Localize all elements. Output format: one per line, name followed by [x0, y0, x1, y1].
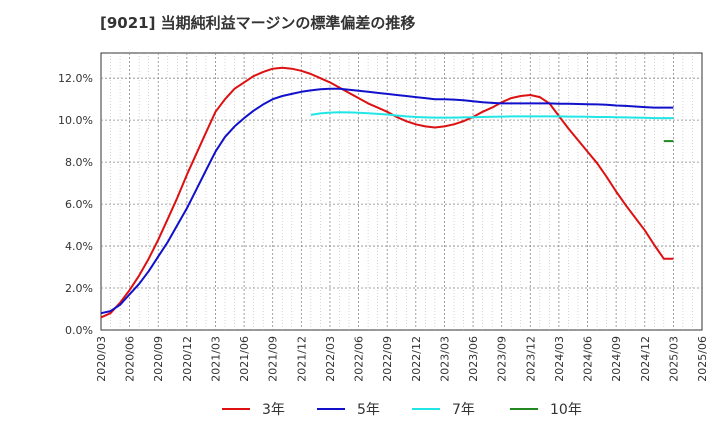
x-tick-label: 2025/03 [667, 336, 680, 382]
x-tick-label: 2020/12 [181, 336, 194, 382]
y-tick-label: 10.0% [58, 114, 93, 127]
x-tick-label: 2022/09 [381, 336, 394, 382]
x-tick-label: 2024/06 [582, 336, 595, 382]
x-tick-label: 2025/06 [696, 336, 709, 382]
y-tick-label: 4.0% [65, 240, 93, 253]
axes: 2020/03 2020/06 2020/09 2020/12 2021/03 2021/… [58, 72, 709, 382]
x-tick-label: 2022/03 [324, 336, 337, 382]
series-line-7年 [310, 111, 674, 120]
x-tick-label: 2024/12 [639, 336, 652, 382]
legend-label: 7年 [452, 402, 475, 418]
x-tick-label: 2020/06 [124, 336, 137, 382]
legend: 3年 5年 7年 10年 [222, 402, 582, 418]
legend-label: 10年 [550, 402, 582, 418]
series-lines [100, 66, 674, 319]
x-tick-label: 2023/06 [467, 336, 480, 382]
y-tick-label: 0.0% [65, 324, 93, 337]
x-tick-label: 2021/12 [295, 336, 308, 382]
x-tick-label: 2022/06 [353, 336, 366, 382]
x-tick-label: 2020/09 [152, 336, 165, 382]
y-tick-label: 12.0% [58, 72, 93, 85]
x-tick-label: 2021/06 [238, 336, 251, 382]
y-tick-label: 2.0% [65, 282, 93, 295]
x-tick-label: 2023/03 [438, 336, 451, 382]
legend-label: 3年 [262, 402, 285, 418]
x-tick-label: 2024/03 [553, 336, 566, 382]
series-line-3年 [100, 66, 674, 319]
x-tick-label: 2021/09 [267, 336, 280, 382]
x-tick-label: 2021/03 [209, 336, 222, 382]
series-line-5年 [100, 87, 674, 315]
x-tick-label: 2023/09 [496, 336, 509, 382]
legend-label: 5年 [357, 402, 380, 418]
x-tick-label: 2023/12 [524, 336, 537, 382]
plot-area [100, 52, 703, 331]
x-tick-label: 2020/03 [95, 336, 108, 382]
x-tick-label: 2022/12 [410, 336, 423, 382]
y-tick-label: 8.0% [65, 156, 93, 169]
grid [100, 52, 703, 331]
x-tick-label: 2024/09 [610, 336, 623, 382]
chart-title: [9021] 当期純利益マージンの標準偏差の推移 [100, 14, 416, 32]
y-tick-label: 6.0% [65, 198, 93, 211]
